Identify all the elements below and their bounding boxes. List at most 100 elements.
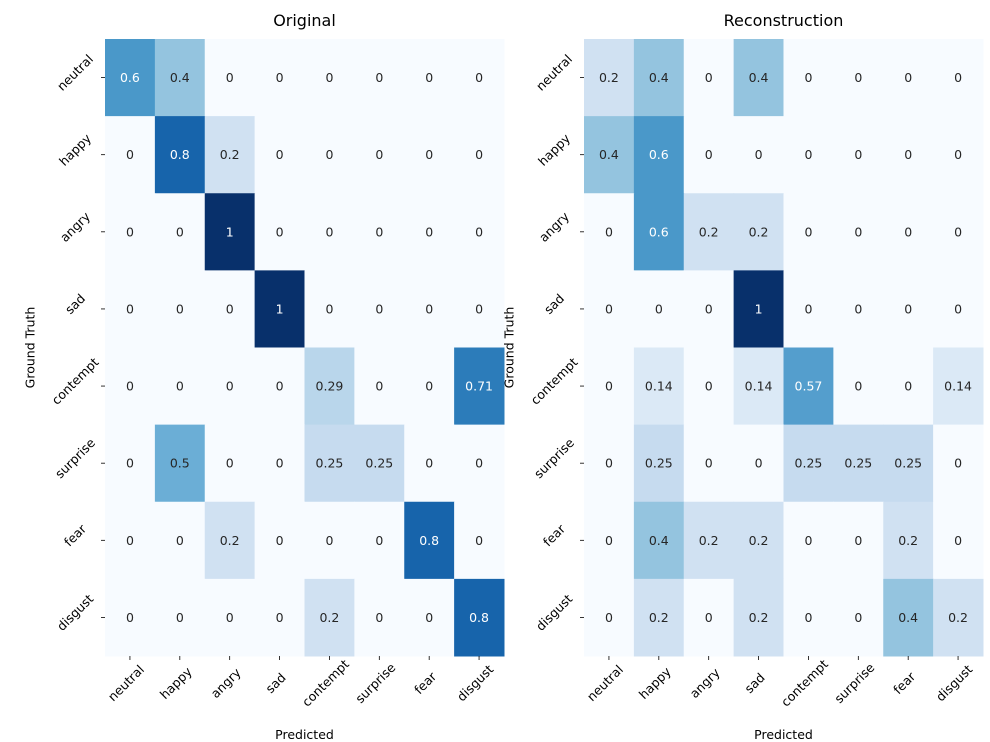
x-tick-label: fear xyxy=(411,668,440,697)
heatmap-cell xyxy=(683,116,735,194)
heatmap-cell xyxy=(404,270,455,348)
cell-value-label: 0 xyxy=(854,147,862,162)
x-tick-label: sad xyxy=(262,670,288,696)
y-tick-label: disgust xyxy=(54,591,97,634)
x-tick-label: contempt xyxy=(778,656,831,709)
heatmap-cell xyxy=(404,116,455,194)
cell-value-label: 0 xyxy=(705,70,713,85)
cell-value-label: 0 xyxy=(325,70,333,85)
heatmap-cell xyxy=(304,347,355,426)
cell-value-label: 0 xyxy=(475,533,483,548)
cell-value-label: 0 xyxy=(475,147,483,162)
y-tick-label: contempt xyxy=(48,354,101,407)
cell-value-label: 0 xyxy=(176,533,184,548)
heatmap-cell xyxy=(404,193,455,271)
heatmap-cell xyxy=(783,501,834,580)
cell-value-label: 0 xyxy=(325,147,333,162)
y-tick-label: surprise xyxy=(531,435,577,481)
heatmap-cell xyxy=(833,270,884,348)
heatmap-cell xyxy=(633,270,685,348)
heatmap-cell xyxy=(833,193,884,271)
cell-value-label: 0 xyxy=(375,533,383,548)
heatmap-cell xyxy=(683,578,735,657)
heatmap-cell xyxy=(105,193,156,271)
cell-value-label: 0 xyxy=(804,70,812,85)
cell-value-label: 0.4 xyxy=(898,610,918,625)
heatmap-cell xyxy=(354,270,405,348)
y-tick-label: angry xyxy=(57,208,94,245)
heatmap-cell xyxy=(154,578,206,657)
cell-value-label: 0.25 xyxy=(894,456,922,471)
cell-value-label: 0 xyxy=(755,147,763,162)
heatmap-cell xyxy=(633,116,685,194)
cell-value-label: 0 xyxy=(705,456,713,471)
heatmap-cell xyxy=(105,501,156,580)
cell-value-label: 0 xyxy=(954,147,962,162)
cell-value-label: 0.25 xyxy=(365,456,393,471)
cell-value-label: 0 xyxy=(475,224,483,239)
heatmap-cell xyxy=(633,347,685,426)
cell-value-label: 0.4 xyxy=(170,70,190,85)
cell-value-label: 0.2 xyxy=(749,533,769,548)
heatmap-cell xyxy=(833,501,884,580)
heatmap-cell xyxy=(584,501,635,580)
cell-value-label: 0 xyxy=(375,224,383,239)
heatmap-cell xyxy=(254,193,305,271)
heatmap-cell xyxy=(154,347,206,426)
heatmap-cell xyxy=(404,347,455,426)
cell-value-label: 0 xyxy=(375,379,383,394)
heatmap-cell xyxy=(105,424,156,503)
cell-value-label: 0 xyxy=(126,610,134,625)
heatmap-cell xyxy=(304,193,355,271)
cell-value-label: 0 xyxy=(325,224,333,239)
y-tick-label: happy xyxy=(535,130,574,169)
cell-value-label: 0.25 xyxy=(844,456,872,471)
heatmap-cell xyxy=(254,39,305,117)
cell-value-label: 0.5 xyxy=(170,456,190,471)
heatmap-cell xyxy=(304,116,355,194)
heatmap-cell xyxy=(354,578,405,657)
cell-value-label: 0 xyxy=(854,533,862,548)
y-tick-label: neutral xyxy=(54,51,96,93)
cell-value-label: 0 xyxy=(904,70,912,85)
cell-value-label: 0 xyxy=(904,147,912,162)
cell-value-label: 0 xyxy=(276,224,284,239)
y-tick-label: contempt xyxy=(527,354,580,407)
cell-value-label: 0 xyxy=(804,301,812,316)
heatmap-cell xyxy=(733,347,784,426)
cell-value-label: 0 xyxy=(755,456,763,471)
heatmap-cell xyxy=(584,193,635,271)
cell-value-label: 0.4 xyxy=(649,70,669,85)
heatmap-cell xyxy=(105,347,156,426)
y-tick-label: sad xyxy=(541,291,567,317)
heatmap-cell xyxy=(354,424,405,503)
heatmap-cell xyxy=(933,270,984,348)
cell-value-label: 0 xyxy=(325,301,333,316)
cell-value-label: 0 xyxy=(954,533,962,548)
heatmap-cell xyxy=(304,270,355,348)
cell-value-label: 0.14 xyxy=(745,379,773,394)
x-tick-label: fear xyxy=(890,668,919,697)
heatmap-cell xyxy=(154,193,206,271)
y-axis-label: Ground Truth xyxy=(23,307,38,389)
heatmap-cell xyxy=(204,578,256,657)
cell-value-label: 0 xyxy=(605,533,613,548)
cell-value-label: 0.2 xyxy=(649,610,669,625)
cell-value-label: 0 xyxy=(804,224,812,239)
heatmap-cell xyxy=(154,270,206,348)
y-tick-label: sad xyxy=(62,291,88,317)
heatmap-cell xyxy=(204,116,256,194)
cell-value-label: 0.2 xyxy=(699,533,719,548)
cell-value-label: 0 xyxy=(126,456,134,471)
cell-value-label: 0.25 xyxy=(316,456,344,471)
cell-value-label: 0 xyxy=(425,147,433,162)
heatmap-cell xyxy=(783,424,834,503)
cell-value-label: 0 xyxy=(176,610,184,625)
heatmap-cell xyxy=(204,424,256,503)
cell-value-label: 0 xyxy=(375,610,383,625)
heatmap-cell xyxy=(633,501,685,580)
y-tick-label: fear xyxy=(540,521,569,550)
cell-value-label: 0 xyxy=(226,379,234,394)
heatmap-cell xyxy=(733,39,784,117)
cell-value-label: 0.2 xyxy=(699,224,719,239)
